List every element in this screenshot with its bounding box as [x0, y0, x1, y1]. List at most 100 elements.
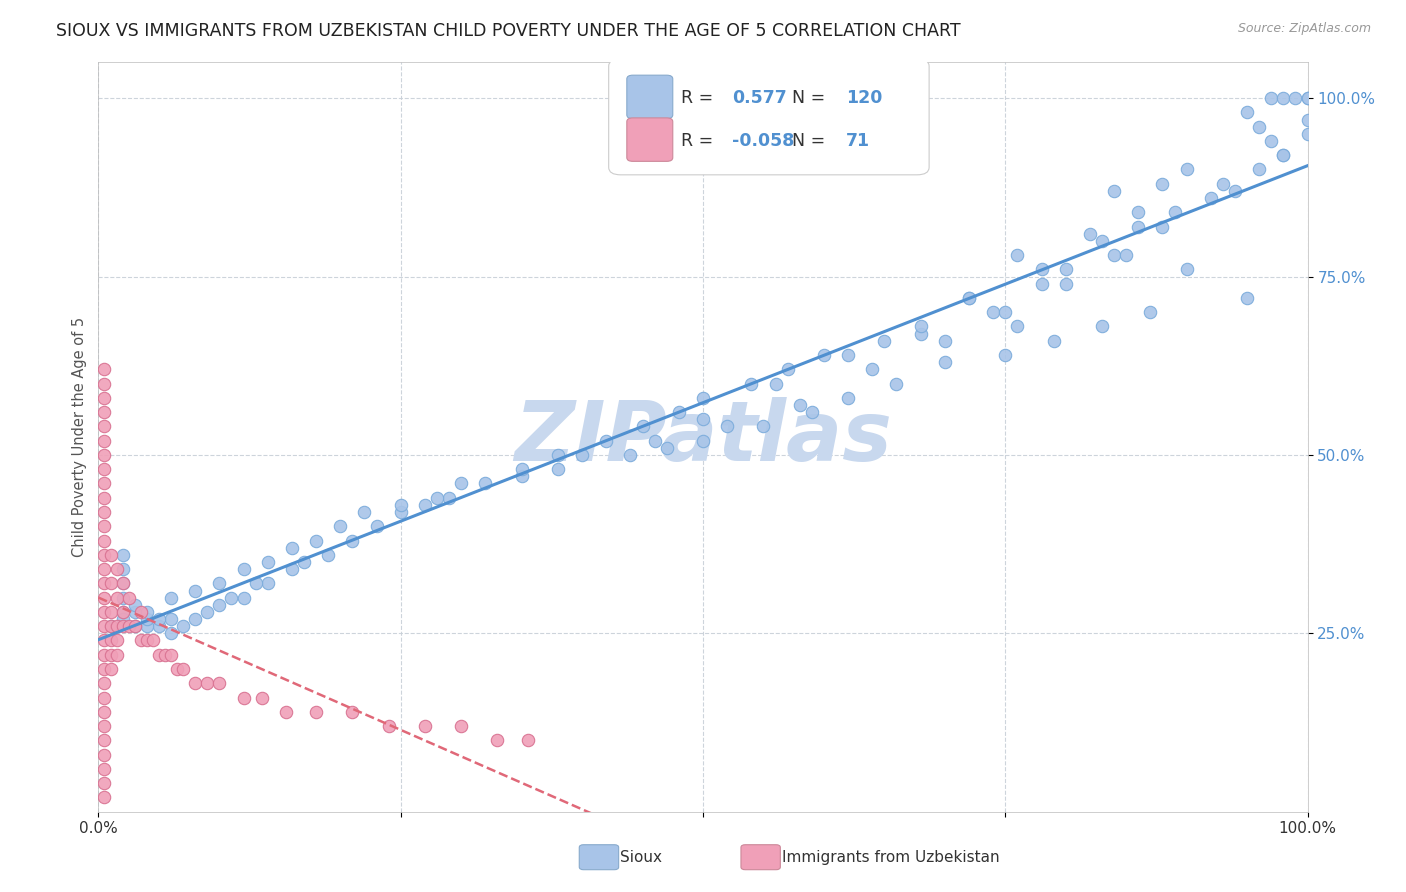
Point: [93, 605, 115, 619]
FancyBboxPatch shape: [627, 75, 672, 119]
Point: [957, 291, 980, 305]
Point: [1042, 334, 1064, 348]
Point: [221, 591, 243, 605]
Point: [142, 633, 165, 648]
Point: [124, 619, 146, 633]
Point: [129, 605, 152, 619]
Point: [93, 633, 115, 648]
Point: [1249, 162, 1271, 177]
Point: [256, 576, 278, 591]
Point: [789, 398, 811, 412]
Point: [934, 334, 956, 348]
Y-axis label: Child Poverty Under the Age of 5: Child Poverty Under the Age of 5: [72, 317, 87, 558]
Text: -0.058: -0.058: [733, 132, 794, 150]
Point: [1152, 177, 1174, 191]
Point: [510, 462, 533, 476]
Text: SIOUX VS IMMIGRANTS FROM UZBEKISTAN CHILD POVERTY UNDER THE AGE OF 5 CORRELATION: SIOUX VS IMMIGRANTS FROM UZBEKISTAN CHIL…: [56, 22, 960, 40]
Point: [353, 505, 375, 519]
Point: [994, 305, 1017, 319]
Point: [305, 705, 328, 719]
Point: [957, 291, 980, 305]
Point: [129, 633, 152, 648]
Point: [111, 591, 134, 605]
Point: [93, 762, 115, 776]
Point: [800, 405, 823, 419]
Point: [160, 612, 183, 626]
Point: [93, 676, 115, 690]
Point: [329, 519, 352, 533]
Point: [166, 662, 188, 676]
Point: [595, 434, 617, 448]
Point: [450, 719, 472, 733]
Point: [1175, 262, 1198, 277]
Point: [1128, 219, 1150, 234]
Point: [105, 633, 128, 648]
Point: [1128, 205, 1150, 219]
Point: [1260, 91, 1282, 105]
Point: [1272, 91, 1295, 105]
Point: [1091, 234, 1114, 248]
Point: [100, 548, 122, 562]
Point: [1031, 277, 1053, 291]
Point: [135, 633, 157, 648]
Point: [118, 591, 141, 605]
Point: [100, 619, 122, 633]
Point: [437, 491, 460, 505]
Point: [135, 612, 157, 626]
Point: [135, 605, 157, 619]
Point: [1236, 291, 1258, 305]
Point: [765, 376, 787, 391]
Point: [93, 690, 115, 705]
Point: [1031, 262, 1053, 277]
Point: [644, 434, 666, 448]
Point: [516, 733, 538, 747]
Point: [124, 619, 146, 633]
Point: [1223, 184, 1246, 198]
Text: ZIPatlas: ZIPatlas: [515, 397, 891, 477]
Text: 120: 120: [845, 88, 882, 107]
Point: [692, 391, 714, 405]
Point: [910, 326, 932, 341]
Point: [1296, 91, 1319, 105]
Point: [100, 605, 122, 619]
Point: [1139, 305, 1161, 319]
Point: [1163, 205, 1185, 219]
Point: [474, 476, 496, 491]
Point: [1091, 319, 1114, 334]
Point: [93, 619, 115, 633]
Point: [934, 355, 956, 369]
Point: [93, 733, 115, 747]
Point: [105, 562, 128, 576]
Point: [631, 419, 654, 434]
Point: [716, 419, 738, 434]
Point: [692, 434, 714, 448]
Point: [93, 591, 115, 605]
Point: [1249, 120, 1271, 134]
Text: R =: R =: [682, 132, 713, 150]
Point: [510, 469, 533, 483]
Point: [413, 498, 436, 512]
Point: [111, 612, 134, 626]
Point: [547, 448, 569, 462]
Point: [100, 662, 122, 676]
Point: [93, 562, 115, 576]
Point: [172, 619, 194, 633]
Point: [100, 619, 122, 633]
Point: [93, 719, 115, 733]
FancyBboxPatch shape: [609, 59, 929, 175]
Point: [93, 776, 115, 790]
Point: [93, 548, 115, 562]
Point: [111, 562, 134, 576]
Point: [93, 405, 115, 419]
Point: [305, 533, 328, 548]
Point: [93, 662, 115, 676]
Point: [1212, 177, 1234, 191]
Point: [274, 705, 297, 719]
Text: 0.577: 0.577: [733, 88, 787, 107]
Point: [1152, 219, 1174, 234]
Point: [111, 576, 134, 591]
Point: [93, 747, 115, 762]
Point: [153, 648, 176, 662]
Point: [105, 619, 128, 633]
Point: [413, 719, 436, 733]
